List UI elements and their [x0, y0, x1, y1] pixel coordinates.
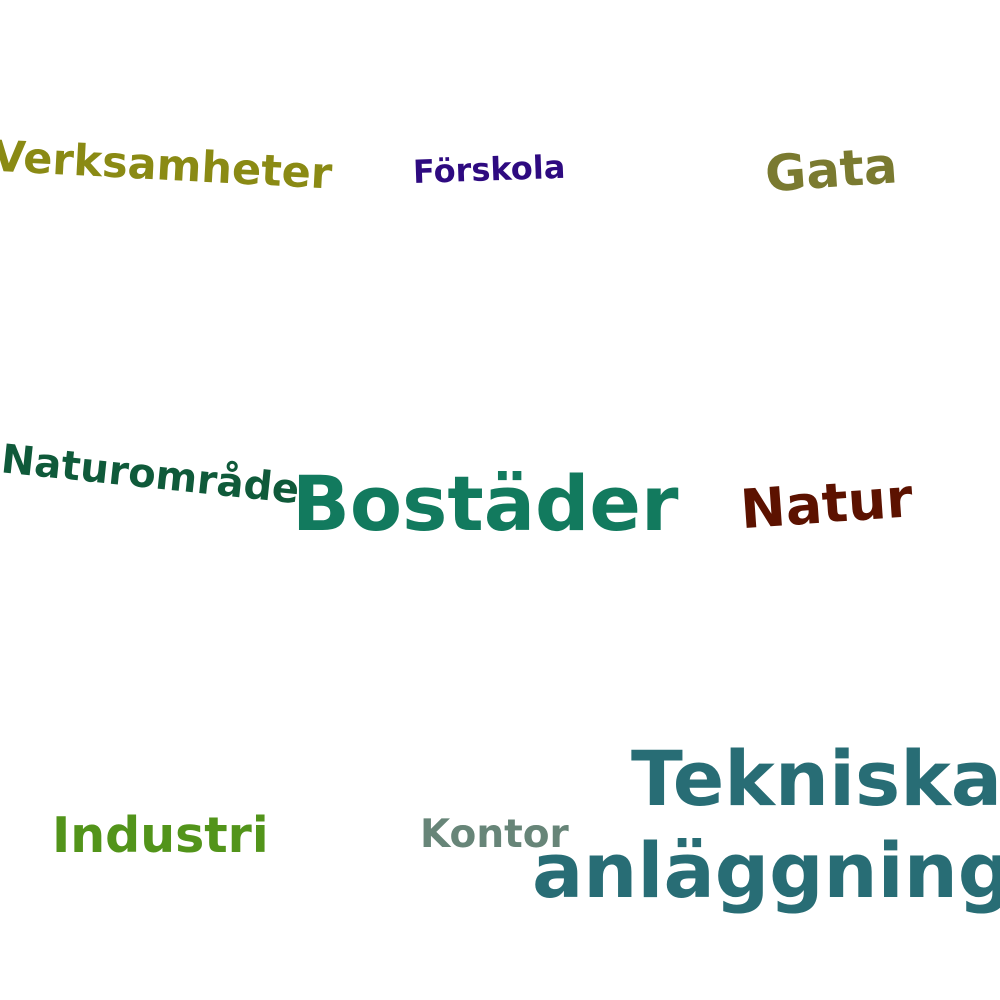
word-anlaggning: anläggning — [532, 826, 1000, 915]
word-tekniska: Tekniska — [631, 734, 1000, 823]
word-forskola: Förskola — [412, 148, 566, 191]
word-bostader: Bostäder — [292, 459, 679, 548]
word-naturomrade: Naturområde — [0, 435, 302, 513]
word-verksamheter: Verksamheter — [0, 132, 334, 200]
word-natur: Natur — [738, 466, 915, 541]
word-industri: Industri — [52, 807, 269, 864]
word-gata: Gata — [763, 136, 899, 203]
word-kontor: Kontor — [420, 812, 570, 857]
